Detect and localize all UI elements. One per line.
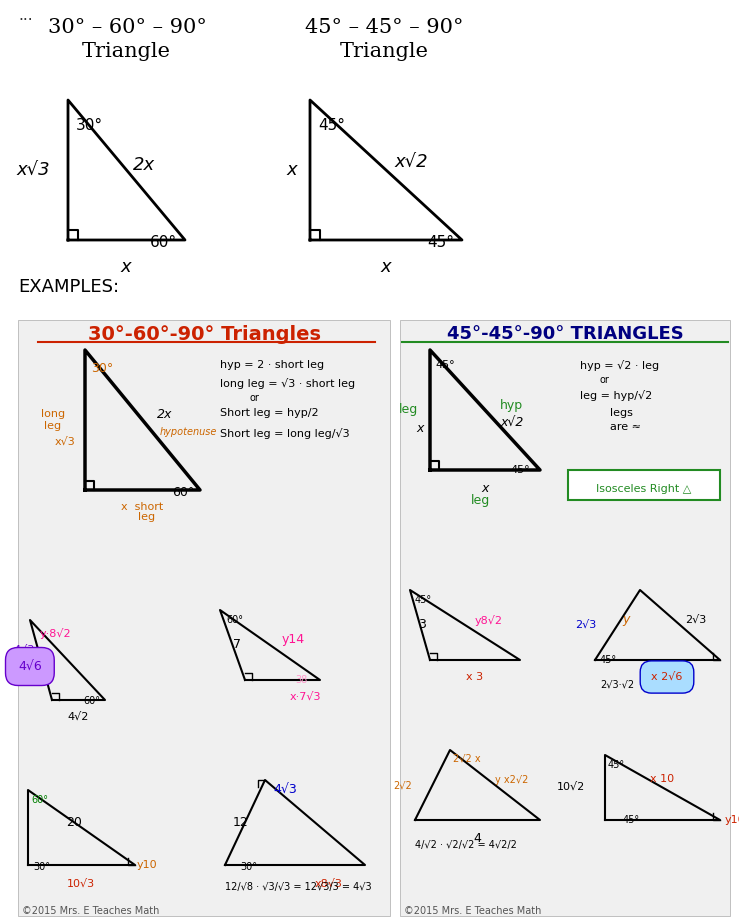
Text: legs: legs bbox=[610, 408, 633, 418]
Text: x: x bbox=[481, 482, 488, 495]
Text: x: x bbox=[416, 422, 423, 435]
Text: 3: 3 bbox=[418, 619, 426, 632]
Text: 60°: 60° bbox=[31, 795, 48, 805]
Text: 10√2: 10√2 bbox=[556, 782, 585, 792]
Text: 2√2: 2√2 bbox=[393, 780, 412, 790]
Text: 30°-60°-90° Triangles: 30°-60°-90° Triangles bbox=[87, 325, 321, 344]
Text: x8√3: x8√3 bbox=[315, 879, 343, 889]
Text: 2√3: 2√3 bbox=[575, 620, 596, 630]
Text: y·8√2: y·8√2 bbox=[40, 628, 72, 639]
Text: x  short: x short bbox=[121, 502, 163, 512]
Text: Short leg = hyp/2: Short leg = hyp/2 bbox=[220, 408, 319, 418]
Text: x√2: x√2 bbox=[394, 153, 428, 171]
Text: 2√3·√2: 2√3·√2 bbox=[600, 680, 634, 690]
Text: 4/√2 · √2/√2 = 4√2/2: 4/√2 · √2/√2 = 4√2/2 bbox=[415, 840, 517, 850]
Text: 38: 38 bbox=[295, 675, 307, 685]
Text: 10√3: 10√3 bbox=[67, 879, 95, 889]
Text: 4√2: 4√2 bbox=[67, 712, 89, 722]
Text: 30° – 60° – 90°: 30° – 60° – 90° bbox=[48, 18, 207, 37]
Text: x: x bbox=[120, 258, 132, 276]
Text: hyp: hyp bbox=[500, 399, 523, 412]
Text: 4: 4 bbox=[473, 832, 481, 845]
Text: leg = hyp/√2: leg = hyp/√2 bbox=[580, 390, 653, 401]
Text: 7: 7 bbox=[233, 638, 241, 651]
Text: Triangle: Triangle bbox=[340, 42, 429, 61]
Text: y8√2: y8√2 bbox=[475, 614, 503, 625]
Text: 30°: 30° bbox=[33, 862, 50, 872]
Text: y10: y10 bbox=[725, 815, 739, 825]
Text: x·7√3: x·7√3 bbox=[290, 692, 321, 702]
Text: x 10: x 10 bbox=[650, 774, 674, 784]
Text: 12: 12 bbox=[233, 815, 249, 829]
Text: hyp = 2 · short leg: hyp = 2 · short leg bbox=[220, 360, 324, 370]
Text: 2x: 2x bbox=[157, 409, 172, 422]
Bar bbox=[400, 320, 730, 916]
Text: y x2√2: y x2√2 bbox=[495, 775, 528, 785]
Text: hypotenuse: hypotenuse bbox=[160, 427, 217, 437]
Text: y14: y14 bbox=[282, 634, 305, 647]
Text: 45°-45°-90° TRIANGLES: 45°-45°-90° TRIANGLES bbox=[446, 325, 684, 343]
Text: y: y bbox=[622, 613, 630, 626]
Text: 2√3: 2√3 bbox=[685, 615, 706, 625]
Text: y10: y10 bbox=[137, 860, 157, 870]
Text: 30°: 30° bbox=[76, 118, 103, 133]
Bar bbox=[18, 320, 390, 916]
Text: Isosceles Right △: Isosceles Right △ bbox=[596, 484, 692, 494]
Text: Short leg = long leg/√3: Short leg = long leg/√3 bbox=[220, 428, 350, 439]
Text: 45° – 45° – 90°: 45° – 45° – 90° bbox=[305, 18, 463, 37]
Text: 30°: 30° bbox=[240, 862, 257, 872]
Text: hyp = √2 · leg: hyp = √2 · leg bbox=[580, 360, 659, 371]
Text: ©2015 Mrs. E Teaches Math: ©2015 Mrs. E Teaches Math bbox=[22, 906, 160, 916]
Text: 45°: 45° bbox=[600, 655, 617, 665]
Text: 45°: 45° bbox=[318, 118, 345, 133]
Text: 2√2 x: 2√2 x bbox=[453, 753, 480, 763]
Text: x 2√6: x 2√6 bbox=[651, 672, 683, 682]
FancyBboxPatch shape bbox=[568, 470, 720, 500]
Text: leg: leg bbox=[398, 403, 418, 416]
Text: ...: ... bbox=[18, 8, 33, 23]
Text: 45°: 45° bbox=[510, 465, 530, 475]
Text: 20: 20 bbox=[66, 815, 82, 829]
Text: 30°: 30° bbox=[91, 362, 113, 375]
Text: or: or bbox=[250, 393, 260, 403]
Text: 45°: 45° bbox=[623, 815, 640, 825]
Text: leg: leg bbox=[138, 512, 156, 522]
Text: long leg = √3 · short leg: long leg = √3 · short leg bbox=[220, 378, 355, 389]
Text: 45°: 45° bbox=[608, 760, 625, 770]
Text: x√3: x√3 bbox=[16, 161, 50, 179]
Text: 60°: 60° bbox=[83, 696, 100, 706]
Text: EXAMPLES:: EXAMPLES: bbox=[18, 278, 119, 296]
Text: 12/√8 · √3/√3 = 12√3/3 = 4√3: 12/√8 · √3/√3 = 12√3/3 = 4√3 bbox=[225, 882, 372, 892]
Text: 2x: 2x bbox=[133, 156, 155, 174]
Text: long
leg: long leg bbox=[41, 409, 65, 431]
Text: x 3: x 3 bbox=[466, 672, 483, 682]
Text: are ≈: are ≈ bbox=[610, 422, 641, 432]
Text: 60°: 60° bbox=[226, 615, 243, 625]
Text: leg: leg bbox=[471, 494, 490, 507]
Text: ©2015 Mrs. E Teaches Math: ©2015 Mrs. E Teaches Math bbox=[404, 906, 542, 916]
Text: 4√3: 4√3 bbox=[273, 783, 297, 796]
Text: Triangle: Triangle bbox=[82, 42, 171, 61]
Text: 60°: 60° bbox=[150, 235, 177, 250]
Text: x: x bbox=[287, 161, 297, 179]
Text: x√2: x√2 bbox=[500, 415, 523, 428]
Text: 4√3: 4√3 bbox=[13, 645, 35, 655]
Text: 45°: 45° bbox=[427, 235, 454, 250]
Text: x: x bbox=[381, 258, 392, 276]
Text: 45°: 45° bbox=[415, 595, 432, 605]
Text: 4√6: 4√6 bbox=[18, 660, 41, 673]
Text: 60°: 60° bbox=[172, 486, 194, 499]
Text: x√3: x√3 bbox=[54, 437, 75, 447]
Text: or: or bbox=[600, 375, 610, 385]
Text: 45°: 45° bbox=[435, 360, 454, 370]
